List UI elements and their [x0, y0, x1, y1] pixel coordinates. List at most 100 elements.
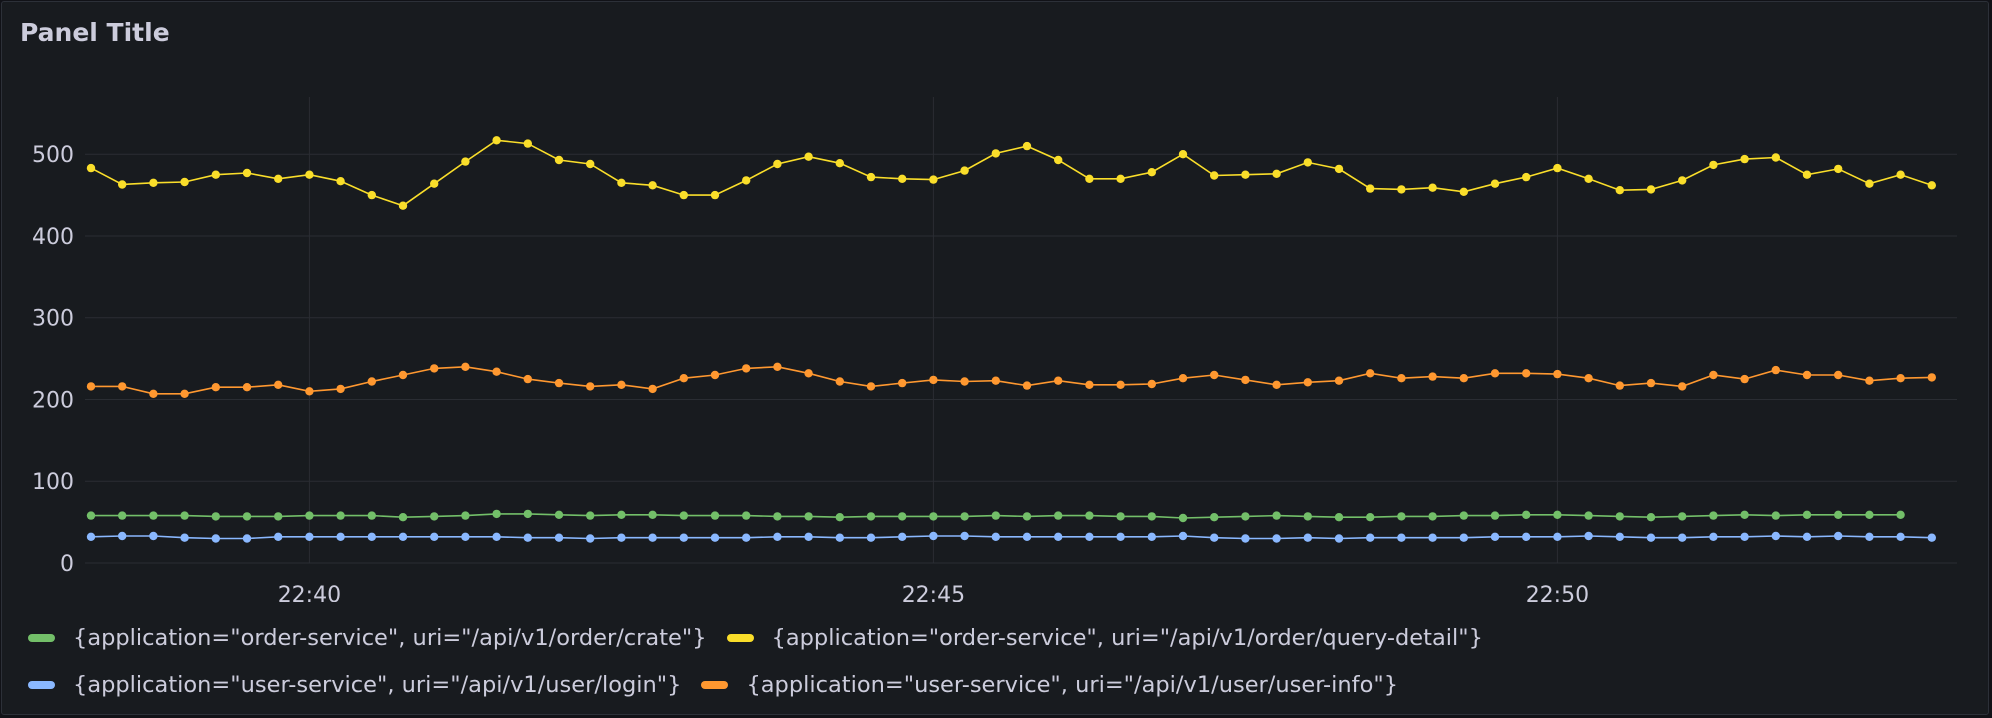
data-point[interactable]: [1147, 168, 1157, 177]
data-point[interactable]: [1740, 532, 1749, 541]
data-point[interactable]: [1553, 369, 1562, 379]
data-point[interactable]: [1584, 511, 1593, 520]
data-point[interactable]: [1709, 160, 1718, 170]
data-point[interactable]: [1334, 513, 1344, 522]
data-point[interactable]: [898, 378, 907, 388]
data-point[interactable]: [1771, 531, 1781, 541]
data-point[interactable]: [492, 509, 501, 519]
data-point[interactable]: [866, 172, 876, 182]
data-point[interactable]: [835, 513, 844, 522]
data-point[interactable]: [804, 532, 813, 541]
data-point[interactable]: [1210, 171, 1219, 180]
data-point[interactable]: [367, 532, 376, 541]
data-point[interactable]: [1646, 185, 1656, 194]
data-point[interactable]: [336, 532, 345, 541]
data-point[interactable]: [1678, 382, 1687, 391]
data-point[interactable]: [835, 533, 844, 542]
data-point[interactable]: [554, 155, 564, 165]
data-point[interactable]: [1210, 533, 1219, 542]
data-point[interactable]: [1303, 533, 1313, 542]
data-point[interactable]: [1490, 532, 1500, 541]
data-point[interactable]: [1303, 512, 1313, 521]
data-point[interactable]: [554, 533, 564, 542]
data-point[interactable]: [1303, 158, 1313, 167]
data-point[interactable]: [1085, 174, 1094, 183]
data-point[interactable]: [1459, 511, 1469, 520]
data-point[interactable]: [773, 159, 782, 169]
data-point[interactable]: [1147, 512, 1157, 521]
series-line-3[interactable]: [90, 535, 1932, 540]
data-point[interactable]: [1459, 533, 1469, 542]
data-point[interactable]: [804, 369, 813, 378]
data-point[interactable]: [336, 177, 345, 186]
data-point[interactable]: [1584, 174, 1593, 183]
panel-title[interactable]: Panel Title: [20, 18, 170, 47]
data-point[interactable]: [492, 136, 501, 145]
legend-item-user-login[interactable]: {application="user-service", uri="/api/v…: [28, 672, 681, 698]
data-point[interactable]: [1802, 510, 1812, 519]
data-point[interactable]: [1116, 512, 1125, 521]
data-point[interactable]: [804, 512, 813, 521]
legend-item-user-info[interactable]: {application="user-service", uri="/api/v…: [701, 672, 1398, 698]
data-point[interactable]: [1022, 512, 1032, 521]
data-point[interactable]: [523, 509, 532, 519]
data-point[interactable]: [1834, 510, 1843, 519]
data-point[interactable]: [1522, 510, 1531, 519]
data-point[interactable]: [1178, 374, 1188, 383]
data-point[interactable]: [1927, 181, 1937, 190]
data-point[interactable]: [1054, 511, 1063, 520]
data-point[interactable]: [617, 533, 626, 542]
data-point[interactable]: [492, 367, 501, 376]
data-point[interactable]: [742, 364, 751, 373]
data-point[interactable]: [1865, 179, 1874, 188]
data-point[interactable]: [1678, 512, 1687, 521]
data-point[interactable]: [710, 511, 720, 520]
data-point[interactable]: [86, 163, 96, 173]
data-point[interactable]: [960, 512, 969, 521]
data-point[interactable]: [929, 175, 938, 184]
data-point[interactable]: [242, 168, 252, 178]
data-point[interactable]: [1397, 533, 1406, 542]
data-point[interactable]: [492, 532, 501, 541]
data-point[interactable]: [1740, 510, 1749, 519]
data-point[interactable]: [586, 159, 595, 169]
data-point[interactable]: [1334, 534, 1344, 543]
data-point[interactable]: [1802, 170, 1812, 179]
data-point[interactable]: [180, 177, 189, 187]
data-point[interactable]: [1865, 510, 1874, 519]
data-point[interactable]: [149, 511, 158, 520]
data-point[interactable]: [1178, 150, 1188, 159]
data-point[interactable]: [398, 370, 408, 380]
data-point[interactable]: [398, 532, 408, 541]
data-point[interactable]: [835, 377, 844, 386]
data-point[interactable]: [1709, 511, 1718, 520]
data-point[interactable]: [1210, 370, 1219, 380]
data-point[interactable]: [367, 190, 376, 200]
data-point[interactable]: [554, 378, 564, 388]
data-point[interactable]: [617, 178, 626, 187]
data-point[interactable]: [1085, 532, 1094, 541]
data-point[interactable]: [398, 201, 408, 210]
data-point[interactable]: [523, 139, 532, 148]
data-point[interactable]: [991, 376, 1000, 385]
data-point[interactable]: [991, 511, 1000, 520]
data-point[interactable]: [1646, 513, 1656, 522]
data-point[interactable]: [1428, 183, 1437, 192]
data-point[interactable]: [118, 531, 127, 541]
data-point[interactable]: [929, 531, 938, 541]
data-point[interactable]: [991, 149, 1000, 158]
data-point[interactable]: [898, 174, 907, 183]
data-point[interactable]: [1834, 164, 1843, 174]
data-point[interactable]: [1896, 374, 1905, 383]
data-point[interactable]: [274, 512, 283, 521]
data-point[interactable]: [274, 380, 283, 389]
data-point[interactable]: [1802, 370, 1812, 380]
data-point[interactable]: [1771, 365, 1781, 375]
data-point[interactable]: [648, 384, 657, 394]
data-point[interactable]: [1366, 369, 1375, 378]
data-point[interactable]: [1334, 376, 1344, 385]
data-point[interactable]: [461, 362, 470, 371]
data-point[interactable]: [929, 512, 938, 521]
data-point[interactable]: [1646, 533, 1656, 542]
data-point[interactable]: [1865, 376, 1874, 385]
